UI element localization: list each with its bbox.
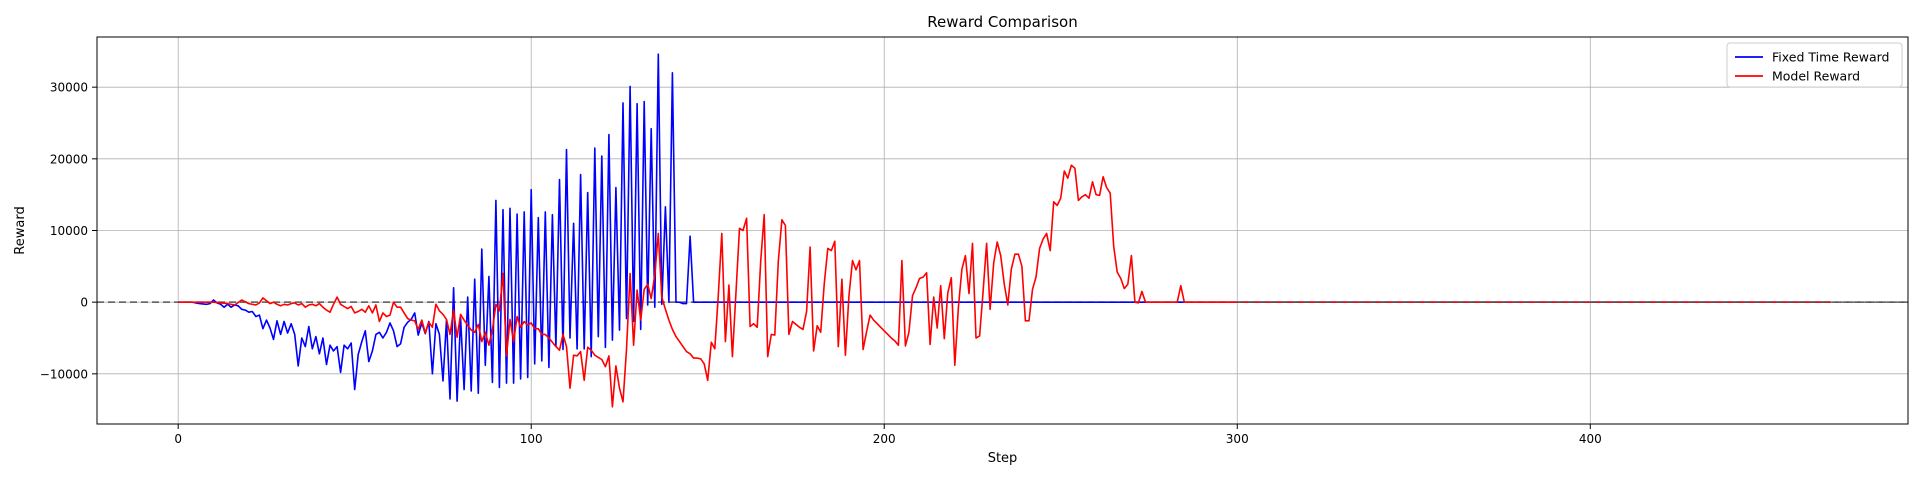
x-tick-label: 100 (520, 432, 543, 446)
legend: Fixed Time Reward Model Reward (1726, 42, 1903, 88)
y-tick-label: 0 (80, 296, 88, 310)
x-tick-label: 400 (1579, 432, 1602, 446)
y-tick-label: 10000 (50, 224, 88, 238)
y-tick-label: 30000 (50, 81, 88, 95)
series-line-model-reward (178, 164, 1831, 408)
legend-label: Fixed Time Reward (1772, 50, 1889, 65)
x-tick-label: 0 (174, 432, 182, 446)
y-tick-label: −10000 (40, 367, 88, 381)
chart-title: Reward Comparison (927, 13, 1077, 31)
legend-label: Model Reward (1772, 69, 1860, 84)
x-tick-label: 200 (873, 432, 896, 446)
y-tick-label: 20000 (50, 152, 88, 166)
series-line-fixed-time-reward (178, 53, 1831, 402)
x-tick-label: 300 (1226, 432, 1249, 446)
y-axis-label: Reward (13, 206, 28, 254)
legend-box (1726, 42, 1903, 88)
series-lines (178, 53, 1908, 408)
x-axis-ticks: 0 100 200 300 400 (174, 424, 1602, 446)
x-axis-label: Step (988, 451, 1018, 466)
y-axis-ticks: −10000 0 10000 20000 30000 (40, 81, 97, 381)
